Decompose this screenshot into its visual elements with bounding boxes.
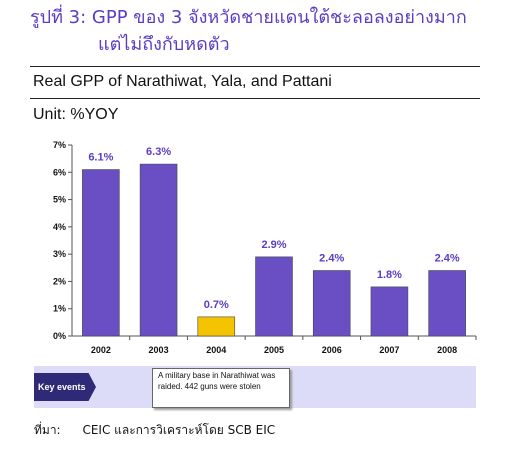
- source-text: CEIC และการวิเคราะห์โดย SCB EIC: [82, 423, 276, 437]
- bar-2002: [82, 169, 120, 337]
- data-label-2008: 2.4%: [435, 253, 460, 265]
- chart-data-labels: 6.1% 6.3% 0.7% 2.9% 2.4% 1.8% 2.4%: [88, 146, 460, 311]
- divider-middle: [30, 98, 480, 99]
- figure-title-line1: รูปที่ 3: GPP ของ 3 จังหวัดชายแดนใต้ชะลอ…: [30, 7, 467, 28]
- y-tick-label: 5%: [53, 195, 66, 205]
- unit-label: Unit: %YOY: [33, 106, 119, 123]
- y-tick-label: 4%: [53, 222, 66, 232]
- x-tick-label: 2006: [322, 345, 342, 355]
- x-tick-label: 2004: [206, 345, 226, 355]
- y-tick-label: 2%: [53, 276, 66, 286]
- divider-top: [30, 66, 480, 67]
- figure-title: รูปที่ 3: GPP ของ 3 จังหวัดชายแดนใต้ชะลอ…: [30, 4, 500, 58]
- x-tick-label: 2003: [149, 345, 169, 355]
- chart-title: Real GPP of Narathiwat, Yala, and Pattan…: [33, 73, 332, 90]
- x-tick-label: 2008: [437, 345, 457, 355]
- data-label-2006: 2.4%: [319, 253, 344, 265]
- data-label-2007: 1.8%: [377, 269, 402, 281]
- y-tick-label: 3%: [53, 249, 66, 259]
- bar-2008: [428, 270, 466, 337]
- bar-2003: [139, 163, 178, 337]
- bar-2004: [197, 316, 236, 337]
- y-tick-label: 0%: [53, 331, 66, 341]
- x-tick-label: 2002: [91, 345, 111, 355]
- y-tick-label: 1%: [53, 304, 66, 314]
- bar-2006: [312, 270, 351, 337]
- figure-title-line2: แต่ไม่ถึงกับหดตัว: [98, 34, 230, 55]
- key-events-label: Key events: [34, 373, 96, 401]
- source-label: ที่มา:: [34, 423, 61, 437]
- bar-2005: [255, 256, 293, 337]
- data-label-2005: 2.9%: [261, 239, 286, 251]
- data-label-2002: 6.1%: [88, 152, 113, 164]
- data-label-2003: 6.3%: [146, 146, 171, 158]
- event-callout-2004: A military base in Narathiwat was raided…: [152, 368, 290, 408]
- source-line: ที่มา: CEIC และการวิเคราะห์โดย SCB EIC: [34, 421, 275, 440]
- y-tick-label: 6%: [53, 167, 66, 177]
- bar-2007: [370, 286, 409, 337]
- x-tick-label: 2007: [379, 345, 399, 355]
- chart-bars: [82, 163, 466, 337]
- y-tick-label: 7%: [53, 140, 66, 150]
- data-label-2004: 0.7%: [204, 299, 229, 311]
- x-tick-label: 2005: [264, 345, 284, 355]
